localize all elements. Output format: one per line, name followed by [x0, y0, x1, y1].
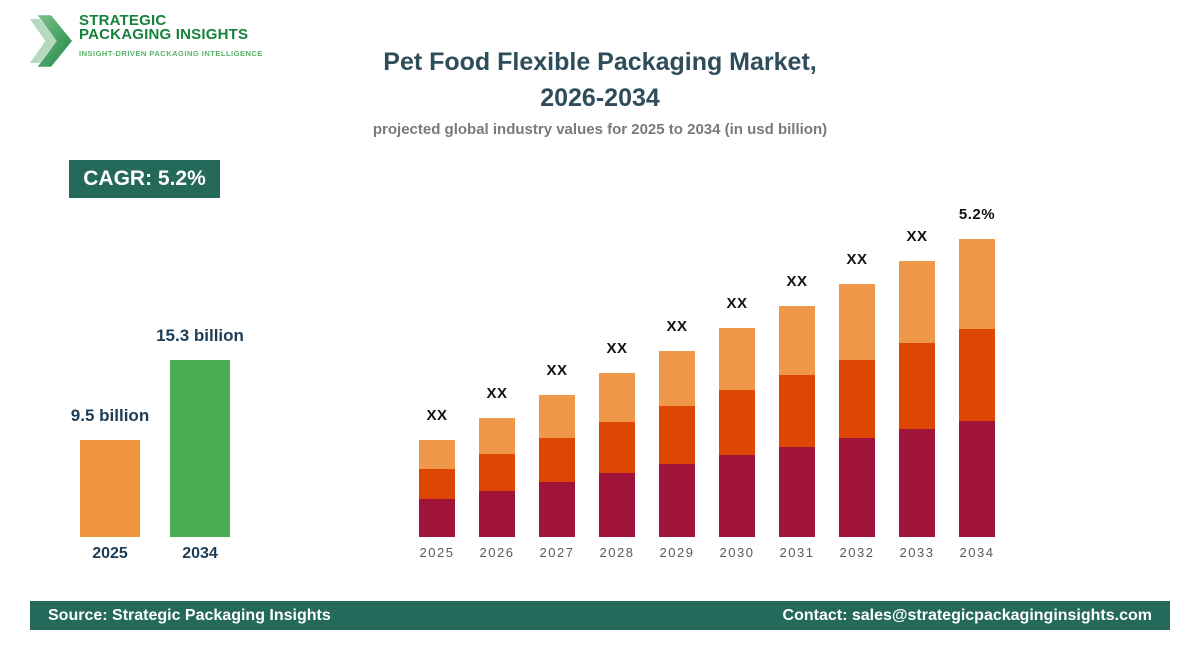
- stacked-bar-axis-label: 2025: [419, 545, 455, 560]
- stacked-bar-2027: XX 2027: [539, 362, 575, 560]
- stacked-bar-value-label: XX: [486, 385, 508, 402]
- chart-header: Pet Food Flexible Packaging Market, 2026…: [0, 44, 1200, 138]
- stacked-bar-axis-label: 2033: [899, 545, 935, 560]
- segment-bottom: [659, 464, 695, 537]
- footer-source: Source: Strategic Packaging Insights: [48, 606, 331, 624]
- brand-tagline: INSIGHT-DRIVEN PACKAGING INTELLIGENCE: [79, 49, 263, 58]
- stacked-bar-axis-label: 2028: [599, 545, 635, 560]
- segment-middle: [719, 390, 755, 455]
- stacked-bar-value-label: XX: [426, 407, 448, 424]
- segment-bottom: [719, 455, 755, 537]
- brand-name-line2: PACKAGING INSIGHTS: [79, 26, 249, 43]
- stacked-bar-value-label: XX: [906, 228, 928, 245]
- stacked-bar-2028: XX 2028: [599, 340, 635, 560]
- stacked-bar-value-label: XX: [726, 295, 748, 312]
- segment-middle: [479, 454, 515, 491]
- stacked-bar-2030: XX 2030: [719, 295, 755, 560]
- summary-bar-chart: 9.5 billion 2025 15.3 billion 2034: [71, 0, 244, 562]
- stacked-bar-axis-label: 2032: [839, 545, 875, 560]
- segment-middle: [599, 422, 635, 473]
- stacked-bar-value-label: XX: [546, 362, 568, 379]
- stacked-bar-2032: XX 2032: [839, 251, 875, 560]
- footer-contact[interactable]: Contact: sales@strategicpackaginginsight…: [782, 606, 1152, 624]
- segment-top: [539, 395, 575, 438]
- segment-top: [479, 418, 515, 454]
- page-subtitle: projected global industry values for 202…: [372, 121, 828, 138]
- summary-bar-2025: 9.5 billion 2025: [71, 406, 149, 562]
- segment-bottom: [599, 473, 635, 537]
- brand-logo: STRATEGIC PACKAGING INSIGHTS INSIGHT-DRI…: [30, 12, 263, 68]
- brand-name-line1: STRATEGIC: [79, 12, 167, 29]
- segment-top: [419, 440, 455, 469]
- stacked-bar-value-label: 5.2%: [958, 206, 996, 223]
- stacked-bar-2034: 5.2% 2034: [959, 206, 995, 560]
- segment-top: [599, 373, 635, 422]
- segment-middle: [539, 438, 575, 482]
- stacked-bar-value-label: XX: [606, 340, 628, 357]
- stacked-bar-axis-label: 2034: [959, 545, 995, 560]
- segment-middle: [899, 343, 935, 429]
- summary-bar-2034: 15.3 billion 2034: [156, 326, 244, 562]
- stacked-bar-value-label: XX: [666, 318, 688, 335]
- segment-middle: [839, 360, 875, 438]
- stacked-bar-axis-label: 2027: [539, 545, 575, 560]
- cagr-badge: CAGR: 5.2%: [69, 160, 220, 198]
- stacked-bar-2026: XX 2026: [479, 385, 515, 560]
- summary-axis-label: 2034: [182, 545, 218, 562]
- segment-middle: [959, 329, 995, 421]
- stacked-bar-2031: XX 2031: [779, 273, 815, 560]
- segment-bottom: [899, 429, 935, 537]
- summary-axis-label: 2025: [92, 545, 128, 562]
- page-title-line2: 2026-2034: [540, 84, 660, 112]
- segment-middle: [659, 406, 695, 464]
- segment-top: [839, 284, 875, 360]
- stacked-bar-chart: XX 2025 XX 2026 XX 2027 XX 2028 XX 2029 XX 2030 XX 20…: [419, 0, 1019, 560]
- segment-bottom: [479, 491, 515, 537]
- page-title-line1: Pet Food Flexible Packaging Market,: [383, 48, 817, 76]
- segment-top: [959, 239, 995, 329]
- chevron-logo-icon: [30, 15, 72, 67]
- segment-bottom: [959, 421, 995, 537]
- summary-value-label: 15.3 billion: [156, 326, 244, 345]
- stacked-bar-axis-label: 2031: [779, 545, 815, 560]
- brand-logo-text: STRATEGIC PACKAGING INSIGHTS INSIGHT-DRI…: [79, 12, 263, 58]
- segment-top: [719, 328, 755, 390]
- summary-value-label: 9.5 billion: [70, 406, 150, 425]
- stacked-bar-axis-label: 2030: [719, 545, 755, 560]
- stacked-bar-value-label: XX: [846, 251, 868, 268]
- segment-top: [899, 261, 935, 343]
- segment-middle: [419, 469, 455, 499]
- stacked-bar-2029: XX 2029: [659, 318, 695, 560]
- segment-bottom: [419, 499, 455, 537]
- segment-middle: [779, 375, 815, 447]
- stacked-bar-2025: XX 2025: [419, 407, 455, 560]
- segment-top: [659, 351, 695, 406]
- stacked-bar-axis-label: 2029: [659, 545, 695, 560]
- stacked-bar-axis-label: 2026: [479, 545, 515, 560]
- segment-bottom: [779, 447, 815, 537]
- segment-bottom: [539, 482, 575, 537]
- stacked-bar-value-label: XX: [786, 273, 808, 290]
- segment-bottom: [839, 438, 875, 537]
- segment-top: [779, 306, 815, 375]
- footer-bar: Source: Strategic Packaging Insights Con…: [30, 601, 1170, 630]
- stacked-bar-2033: XX 2033: [899, 228, 935, 560]
